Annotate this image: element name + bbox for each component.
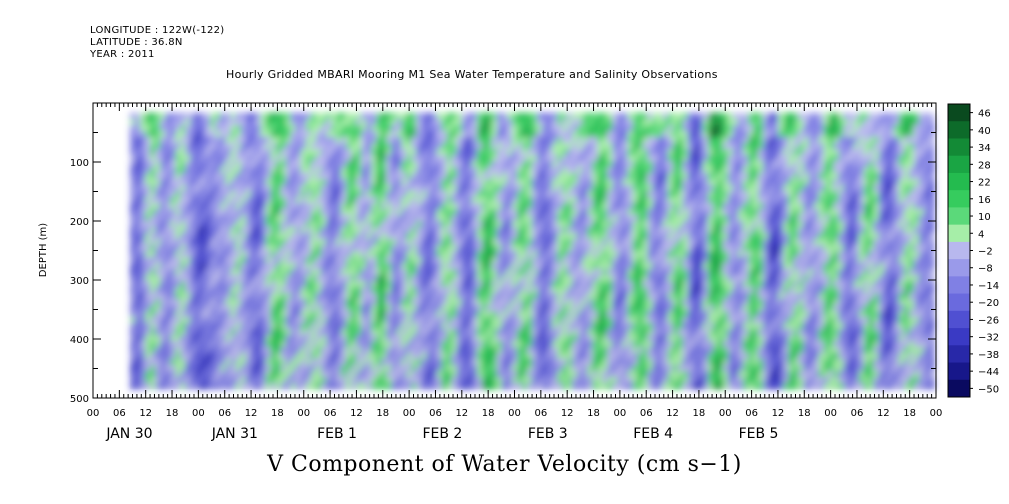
x-axis-label: V Component of Water Velocity (cm s−1) [267, 452, 742, 477]
velocity-field [94, 104, 935, 397]
latitude-label: LATITUDE : 36.8N [90, 37, 183, 48]
year-label: YEAR : 2011 [90, 49, 155, 60]
chart-title: Hourly Gridded MBARI Mooring M1 Sea Wate… [226, 68, 718, 81]
longitude-label: LONGITUDE : 122W(-122) [90, 25, 225, 36]
